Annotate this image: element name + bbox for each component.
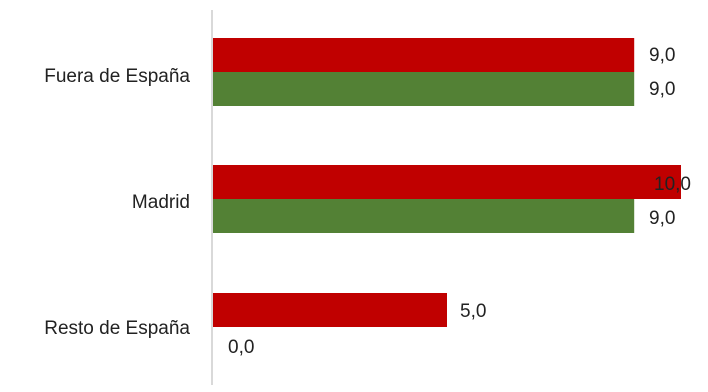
value-label-series2-madrid: 9,0	[649, 208, 675, 229]
category-label-fuera-de-espana: Fuera de España	[44, 66, 190, 87]
bar-series1-madrid	[213, 165, 681, 199]
category-label-resto-de-espana: Resto de España	[44, 318, 190, 339]
category-label-madrid: Madrid	[132, 192, 190, 213]
value-label-series1-fuera-de-espana: 9,0	[649, 45, 675, 66]
bar-series1-resto-de-espana	[213, 293, 447, 327]
bar-series2-fuera-de-espana	[213, 72, 635, 106]
value-label-series2-resto-de-espana: 0,0	[228, 337, 254, 358]
bars-group	[213, 38, 681, 327]
bar-series2-madrid	[213, 199, 635, 233]
value-label-series2-fuera-de-espana: 9,0	[649, 79, 675, 100]
value-label-series1-resto-de-espana: 5,0	[460, 301, 486, 322]
bar-series1-fuera-de-espana	[213, 38, 635, 72]
value-label-series1-madrid: 10,0	[654, 174, 691, 195]
